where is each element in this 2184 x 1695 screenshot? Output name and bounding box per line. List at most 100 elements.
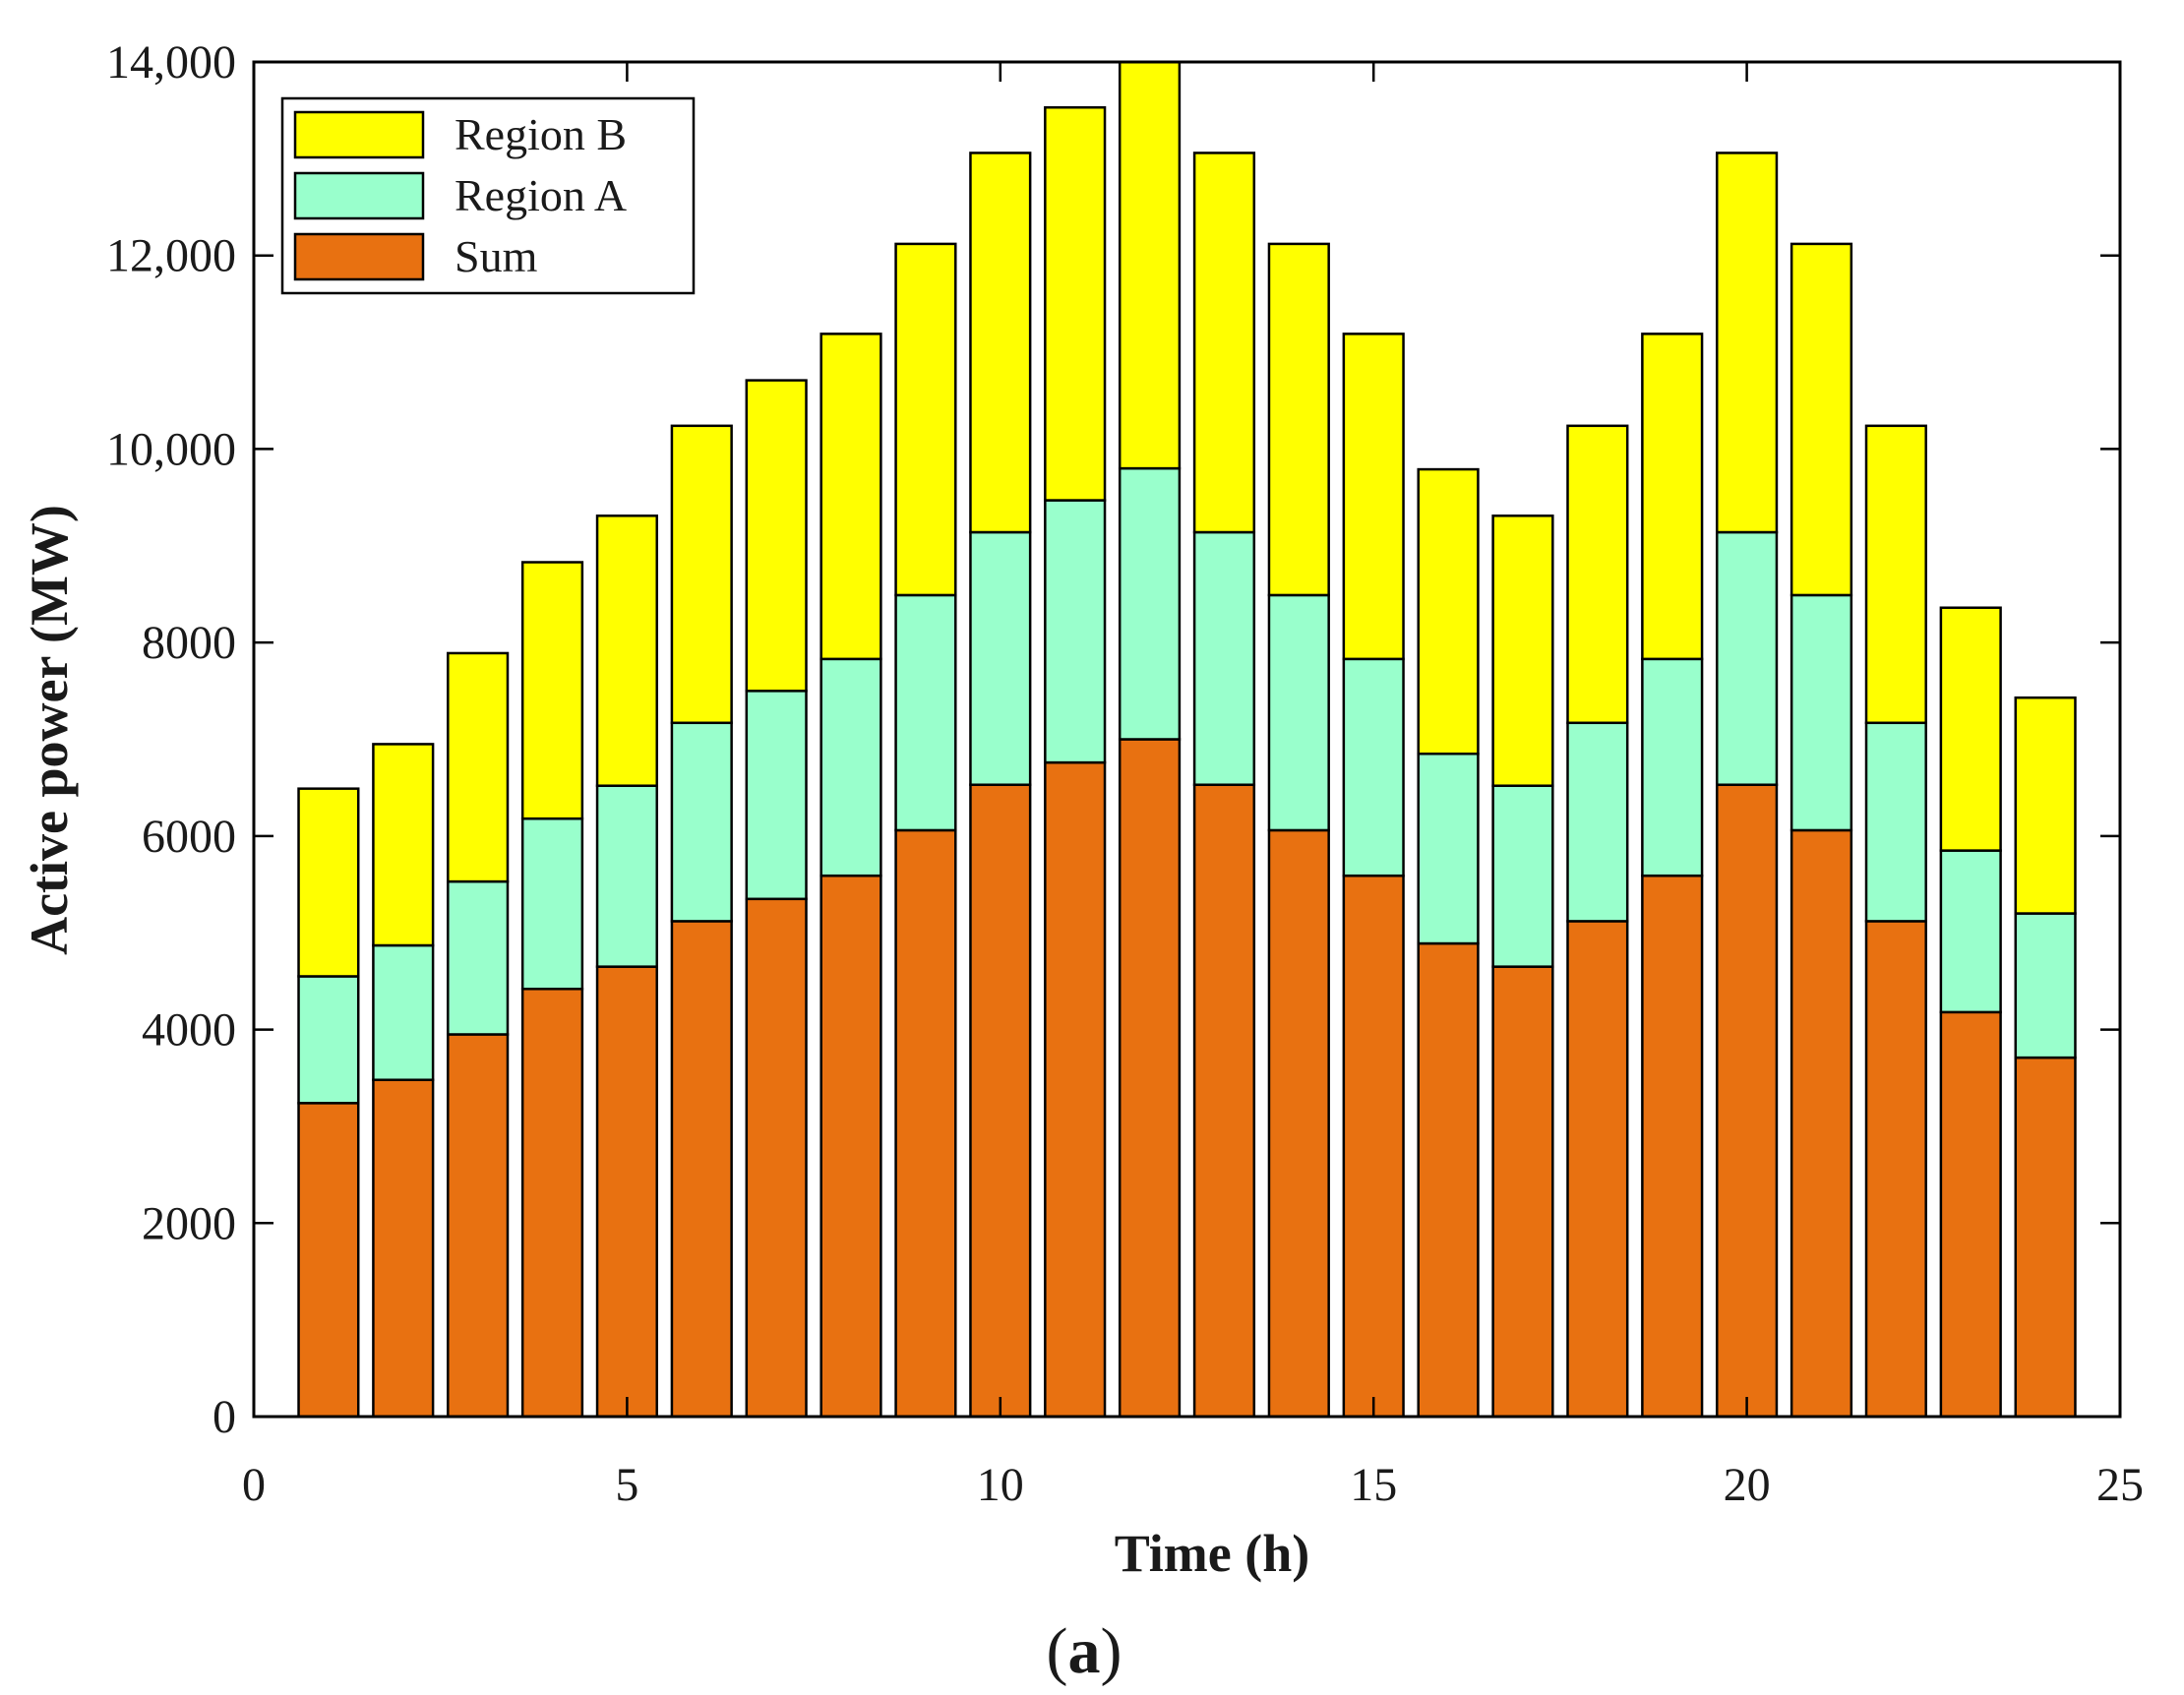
bar-region-b-h2 — [372, 743, 435, 947]
bar-sum-h7 — [745, 897, 808, 1419]
bar-region-a-h14 — [1267, 593, 1330, 832]
bar-sum-h11 — [1044, 760, 1107, 1419]
bar-region-b-h11 — [1044, 105, 1107, 502]
bar-region-b-h6 — [670, 424, 733, 725]
bar-sum-h9 — [894, 828, 957, 1419]
bars-layer — [297, 60, 2077, 1419]
y-tick-label: 6000 — [142, 811, 236, 863]
legend: Region B Region A Sum — [280, 96, 696, 295]
bar-region-a-h22 — [1864, 721, 1927, 923]
y-tick-label: 12,000 — [106, 230, 236, 282]
bar-sum-h14 — [1267, 828, 1330, 1419]
bar-region-a-h4 — [520, 817, 584, 991]
bar-region-b-h17 — [1491, 515, 1554, 787]
bar-region-a-h3 — [447, 879, 510, 1036]
bar-region-b-h8 — [819, 333, 882, 661]
bar-region-a-h11 — [1044, 499, 1107, 764]
legend-label-sum: Sum — [455, 231, 538, 281]
bar-sum-h15 — [1342, 874, 1405, 1419]
bar-region-a-h24 — [2014, 912, 2077, 1059]
bar-region-b-h20 — [1715, 151, 1779, 534]
bar-region-a-h16 — [1417, 753, 1480, 945]
bar-sum-h18 — [1566, 920, 1629, 1419]
bar-sum-h22 — [1864, 920, 1927, 1419]
bar-region-b-h21 — [1790, 242, 1853, 597]
legend-label-region-b: Region B — [455, 109, 627, 159]
y-tick-labels: 0 2000 4000 6000 8000 10,000 12,000 14,000 — [106, 36, 236, 1443]
caption-open-paren: ( — [1047, 1615, 1068, 1687]
bar-region-a-h15 — [1342, 657, 1405, 878]
bar-region-b-h12 — [1118, 60, 1182, 470]
bar-sum-h4 — [520, 988, 584, 1419]
bar-sum-h21 — [1790, 828, 1853, 1419]
x-tick-label: 5 — [615, 1459, 638, 1511]
bar-sum-h24 — [2014, 1056, 2077, 1419]
y-tick-label: 4000 — [142, 1004, 236, 1057]
bar-region-b-h7 — [745, 379, 808, 693]
bar-region-a-h13 — [1192, 530, 1256, 786]
bar-region-b-h23 — [1939, 606, 2002, 852]
x-tick-label: 0 — [242, 1459, 266, 1511]
x-tick-label: 25 — [2096, 1459, 2144, 1511]
bar-region-a-h1 — [297, 975, 360, 1105]
bar-region-a-h12 — [1118, 466, 1182, 741]
y-axis-title: Active power (MW) — [20, 505, 79, 955]
y-tick-label: 10,000 — [106, 423, 236, 475]
x-tick-label: 10 — [977, 1459, 1024, 1511]
y-tick-label: 2000 — [142, 1197, 236, 1249]
bar-region-b-h18 — [1566, 424, 1629, 725]
bar-sum-h1 — [297, 1102, 360, 1419]
bar-region-a-h7 — [745, 690, 808, 901]
bar-region-a-h9 — [894, 593, 957, 832]
x-axis-title: Time (h) — [1115, 1524, 1310, 1583]
bar-region-b-h5 — [595, 515, 659, 787]
ticks-layer — [252, 60, 2122, 1419]
legend-swatch-region-a — [293, 171, 425, 220]
bar-region-b-h10 — [969, 151, 1032, 534]
bar-sum-h8 — [819, 874, 882, 1419]
x-tick-label: 15 — [1350, 1459, 1397, 1511]
y-tick-label: 0 — [212, 1391, 236, 1443]
bar-region-a-h23 — [1939, 849, 2002, 1014]
caption-letter: a — [1068, 1615, 1101, 1687]
bar-region-a-h2 — [372, 943, 435, 1081]
bar-region-b-h14 — [1267, 242, 1330, 597]
bar-sum-h5 — [595, 965, 659, 1419]
bar-region-b-h15 — [1342, 333, 1405, 661]
legend-items: Region B Region A Sum — [293, 109, 627, 281]
x-tick-labels: 0 5 10 15 20 25 — [242, 1459, 2144, 1511]
bar-sum-h13 — [1192, 783, 1256, 1419]
legend-label-region-a: Region A — [455, 170, 627, 220]
legend-swatch-sum — [293, 232, 425, 281]
bar-sum-h20 — [1715, 783, 1779, 1419]
bar-region-a-h5 — [595, 784, 659, 968]
legend-swatch-region-b — [293, 110, 425, 159]
y-tick-label: 8000 — [142, 617, 236, 669]
bar-region-b-h19 — [1641, 333, 1704, 661]
plot-frame — [252, 60, 2122, 1419]
bar-sum-h17 — [1491, 965, 1554, 1419]
y-tick-label: 14,000 — [106, 36, 236, 89]
bar-region-b-h22 — [1864, 424, 1927, 725]
bar-sum-h10 — [969, 783, 1032, 1419]
bar-region-a-h17 — [1491, 784, 1554, 968]
bar-sum-h23 — [1939, 1010, 2002, 1419]
figure-caption: (a) — [1047, 1615, 1122, 1687]
bar-region-b-h3 — [447, 651, 510, 883]
bar-region-b-h1 — [297, 787, 360, 978]
bar-region-b-h13 — [1192, 151, 1256, 534]
bar-region-a-h20 — [1715, 530, 1779, 786]
bar-sum-h3 — [447, 1033, 510, 1419]
bar-sum-h6 — [670, 920, 733, 1419]
bar-region-b-h9 — [894, 242, 957, 597]
bar-sum-h16 — [1417, 941, 1480, 1419]
bar-region-a-h10 — [969, 530, 1032, 786]
bar-region-a-h6 — [670, 721, 733, 923]
bar-region-b-h24 — [2014, 696, 2077, 915]
bar-region-a-h8 — [819, 657, 882, 878]
bar-region-a-h18 — [1566, 721, 1629, 923]
bar-sum-h12 — [1118, 738, 1182, 1419]
bar-region-b-h4 — [520, 561, 584, 820]
